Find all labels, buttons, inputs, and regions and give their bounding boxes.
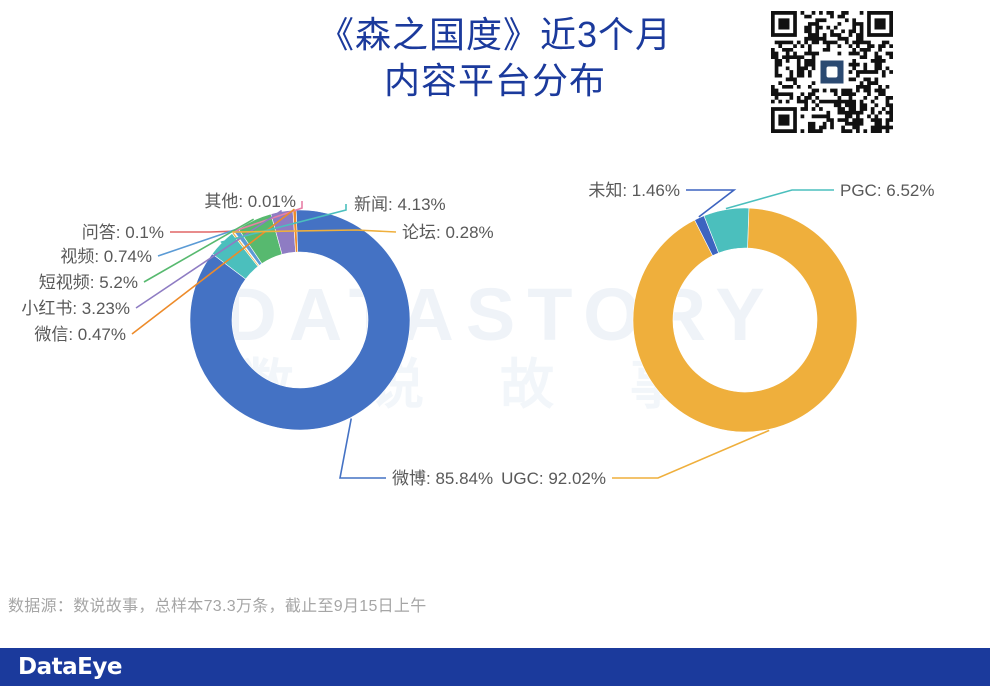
qr-code-matrix: [771, 11, 893, 133]
qr-center-logo-icon: [818, 58, 846, 86]
source-note: 数据源：数说故事，总样本73.3万条，截止至9月15日上午: [8, 598, 427, 615]
pie-label-视频: 视频: 0.74%: [60, 247, 152, 266]
leader-line-未知: [686, 189, 737, 218]
leader-line-PGC: [725, 189, 834, 210]
leader-line-微博: [339, 418, 386, 479]
brand-logo: DataEye: [18, 654, 122, 680]
leader-line-视频: [157, 228, 237, 257]
charts-container: 其他: 0.01% 问答: 0.1% 视频: 0.74% 短视频: 5.2% 小红书: …: [0, 140, 990, 520]
pie-slice-UGC[interactable]: [632, 207, 858, 433]
leader-line-小红书: [135, 209, 283, 309]
pie-label-其他: 其他: 0.01%: [204, 192, 296, 211]
chart-ugc-pgc-distribution[interactable]: 未知: 1.46% PGC: 6.52% UGC: 92.02%: [501, 160, 960, 520]
qr-code[interactable]: [767, 11, 897, 133]
pie-label-问答: 问答: 0.1%: [82, 223, 164, 242]
pie-label-PGC: PGC: 6.52%: [840, 181, 935, 200]
pie-slice-微博[interactable]: [189, 209, 411, 431]
leader-line-UGC: [612, 429, 770, 479]
bottom-bar-rule: [0, 644, 990, 648]
leader-line-其他: [232, 201, 303, 233]
pie-label-论坛: 论坛: 0.28%: [402, 223, 494, 242]
pie-label-微信: 微信: 0.47%: [34, 325, 126, 344]
leader-line-问答: [170, 230, 234, 233]
chart-content-platform-distribution[interactable]: 其他: 0.01% 问答: 0.1% 视频: 0.74% 短视频: 5.2% 小红书: …: [21, 160, 493, 520]
pie-label-新闻: 新闻: 4.13%: [354, 195, 446, 214]
pie-label-未知: 未知: 1.46%: [588, 181, 680, 200]
leader-line-短视频: [143, 218, 255, 283]
pie-label-短视频: 短视频: 5.2%: [39, 273, 138, 292]
leader-line-论坛: [232, 229, 397, 233]
pie-label-小红书: 小红书: 3.23%: [21, 299, 130, 318]
pie-label-UGC: UGC: 92.02%: [501, 469, 606, 488]
pie-slice-PGC[interactable]: [703, 207, 750, 254]
bottom-bar: DataEye: [0, 648, 990, 686]
pie-label-微博: 微博: 85.84%: [392, 469, 493, 488]
